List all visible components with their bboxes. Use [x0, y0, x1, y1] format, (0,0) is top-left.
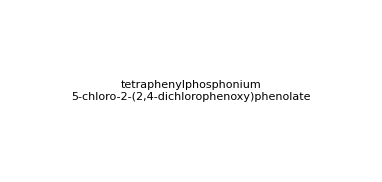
- Text: tetraphenylphosphonium
5-chloro-2-(2,4-dichlorophenoxy)phenolate: tetraphenylphosphonium 5-chloro-2-(2,4-d…: [71, 80, 311, 102]
